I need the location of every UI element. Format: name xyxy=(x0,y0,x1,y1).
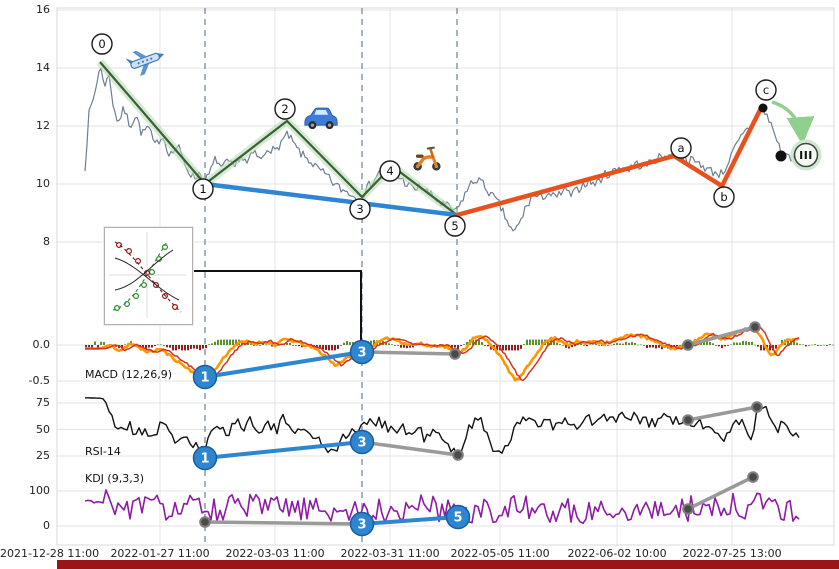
svg-text:5: 5 xyxy=(453,511,462,526)
y-tick-label: 16 xyxy=(36,3,50,16)
x-tick-label: 2022-07-25 13:00 xyxy=(682,547,782,560)
x-tick-label: 2021-12-28 11:00 xyxy=(0,547,100,560)
gray-indicator-links xyxy=(199,321,763,528)
svg-text:3: 3 xyxy=(356,202,363,216)
svg-text:1: 1 xyxy=(200,452,209,467)
elliott-impulse-lines xyxy=(96,59,460,219)
abc-trendline xyxy=(454,103,765,218)
indicator-crossover-inset xyxy=(104,227,193,325)
svg-text:a: a xyxy=(677,141,684,155)
y-tick-label: 75 xyxy=(36,396,50,409)
green-projection-arrow xyxy=(771,100,815,145)
svg-text:0: 0 xyxy=(98,37,105,51)
scooter-icon xyxy=(410,138,444,180)
y-tick-label: -0.5 xyxy=(28,374,50,387)
x-tick-label: 2022-06-02 10:00 xyxy=(567,547,667,560)
svg-text:3: 3 xyxy=(357,346,366,361)
svg-text:4: 4 xyxy=(386,164,393,178)
y-tick-label: 10 xyxy=(36,177,50,190)
inset-connector-line xyxy=(190,270,362,340)
kdj-line xyxy=(84,489,800,525)
blue-trendline xyxy=(202,181,460,218)
svg-text:3: 3 xyxy=(357,436,366,451)
x-tick-label: 2022-01-27 11:00 xyxy=(110,547,210,560)
x-tick-label: 2022-03-03 11:00 xyxy=(225,547,325,560)
blue-wave-markers: 1 3 1 3 3 5 xyxy=(192,339,471,537)
svg-text:c: c xyxy=(763,83,769,97)
black-dot-marker xyxy=(758,103,768,113)
black-dot-marker xyxy=(775,150,787,162)
svg-text:b: b xyxy=(720,190,727,204)
svg-text:III: III xyxy=(799,149,813,162)
x-tick-label: 2022-05-05 11:00 xyxy=(450,547,550,560)
rsi-line xyxy=(85,397,800,457)
y-tick-label: 8 xyxy=(43,235,50,248)
y-tick-label: 50 xyxy=(36,422,50,436)
svg-text:1: 1 xyxy=(200,371,209,386)
svg-text:5: 5 xyxy=(451,219,458,233)
chart-canvas: 1 3 1 3 3 5 0 1 2 3 4 5 a b c III xyxy=(56,7,835,546)
roman-three-marker: III xyxy=(790,139,822,171)
rsi-panel-label: RSI-14 xyxy=(85,445,121,458)
airplane-icon xyxy=(125,40,166,84)
wave-labels: 0 1 2 3 4 5 a b c xyxy=(91,33,777,237)
y-tick-label: 14 xyxy=(36,61,50,74)
y-tick-label: 0.0 xyxy=(32,338,51,351)
svg-text:3: 3 xyxy=(357,518,366,533)
y-tick-label: 12 xyxy=(36,119,50,132)
svg-text:2: 2 xyxy=(281,102,288,116)
svg-text:1: 1 xyxy=(199,182,206,196)
y-tick-label: 100 xyxy=(29,484,50,497)
y-tick-label: 25 xyxy=(36,449,50,462)
y-tick-label: 0 xyxy=(43,519,50,532)
kdj-panel-label: KDJ (9,3,3) xyxy=(85,472,144,485)
macd-panel-label: MACD (12,26,9) xyxy=(85,368,173,381)
annotation-vlines xyxy=(204,8,458,545)
x-tick-label: 2022-03-31 11:00 xyxy=(340,547,440,560)
bottom-progress-bar xyxy=(57,560,839,569)
blue-indicator-links xyxy=(203,350,460,526)
car-icon xyxy=(302,104,340,137)
